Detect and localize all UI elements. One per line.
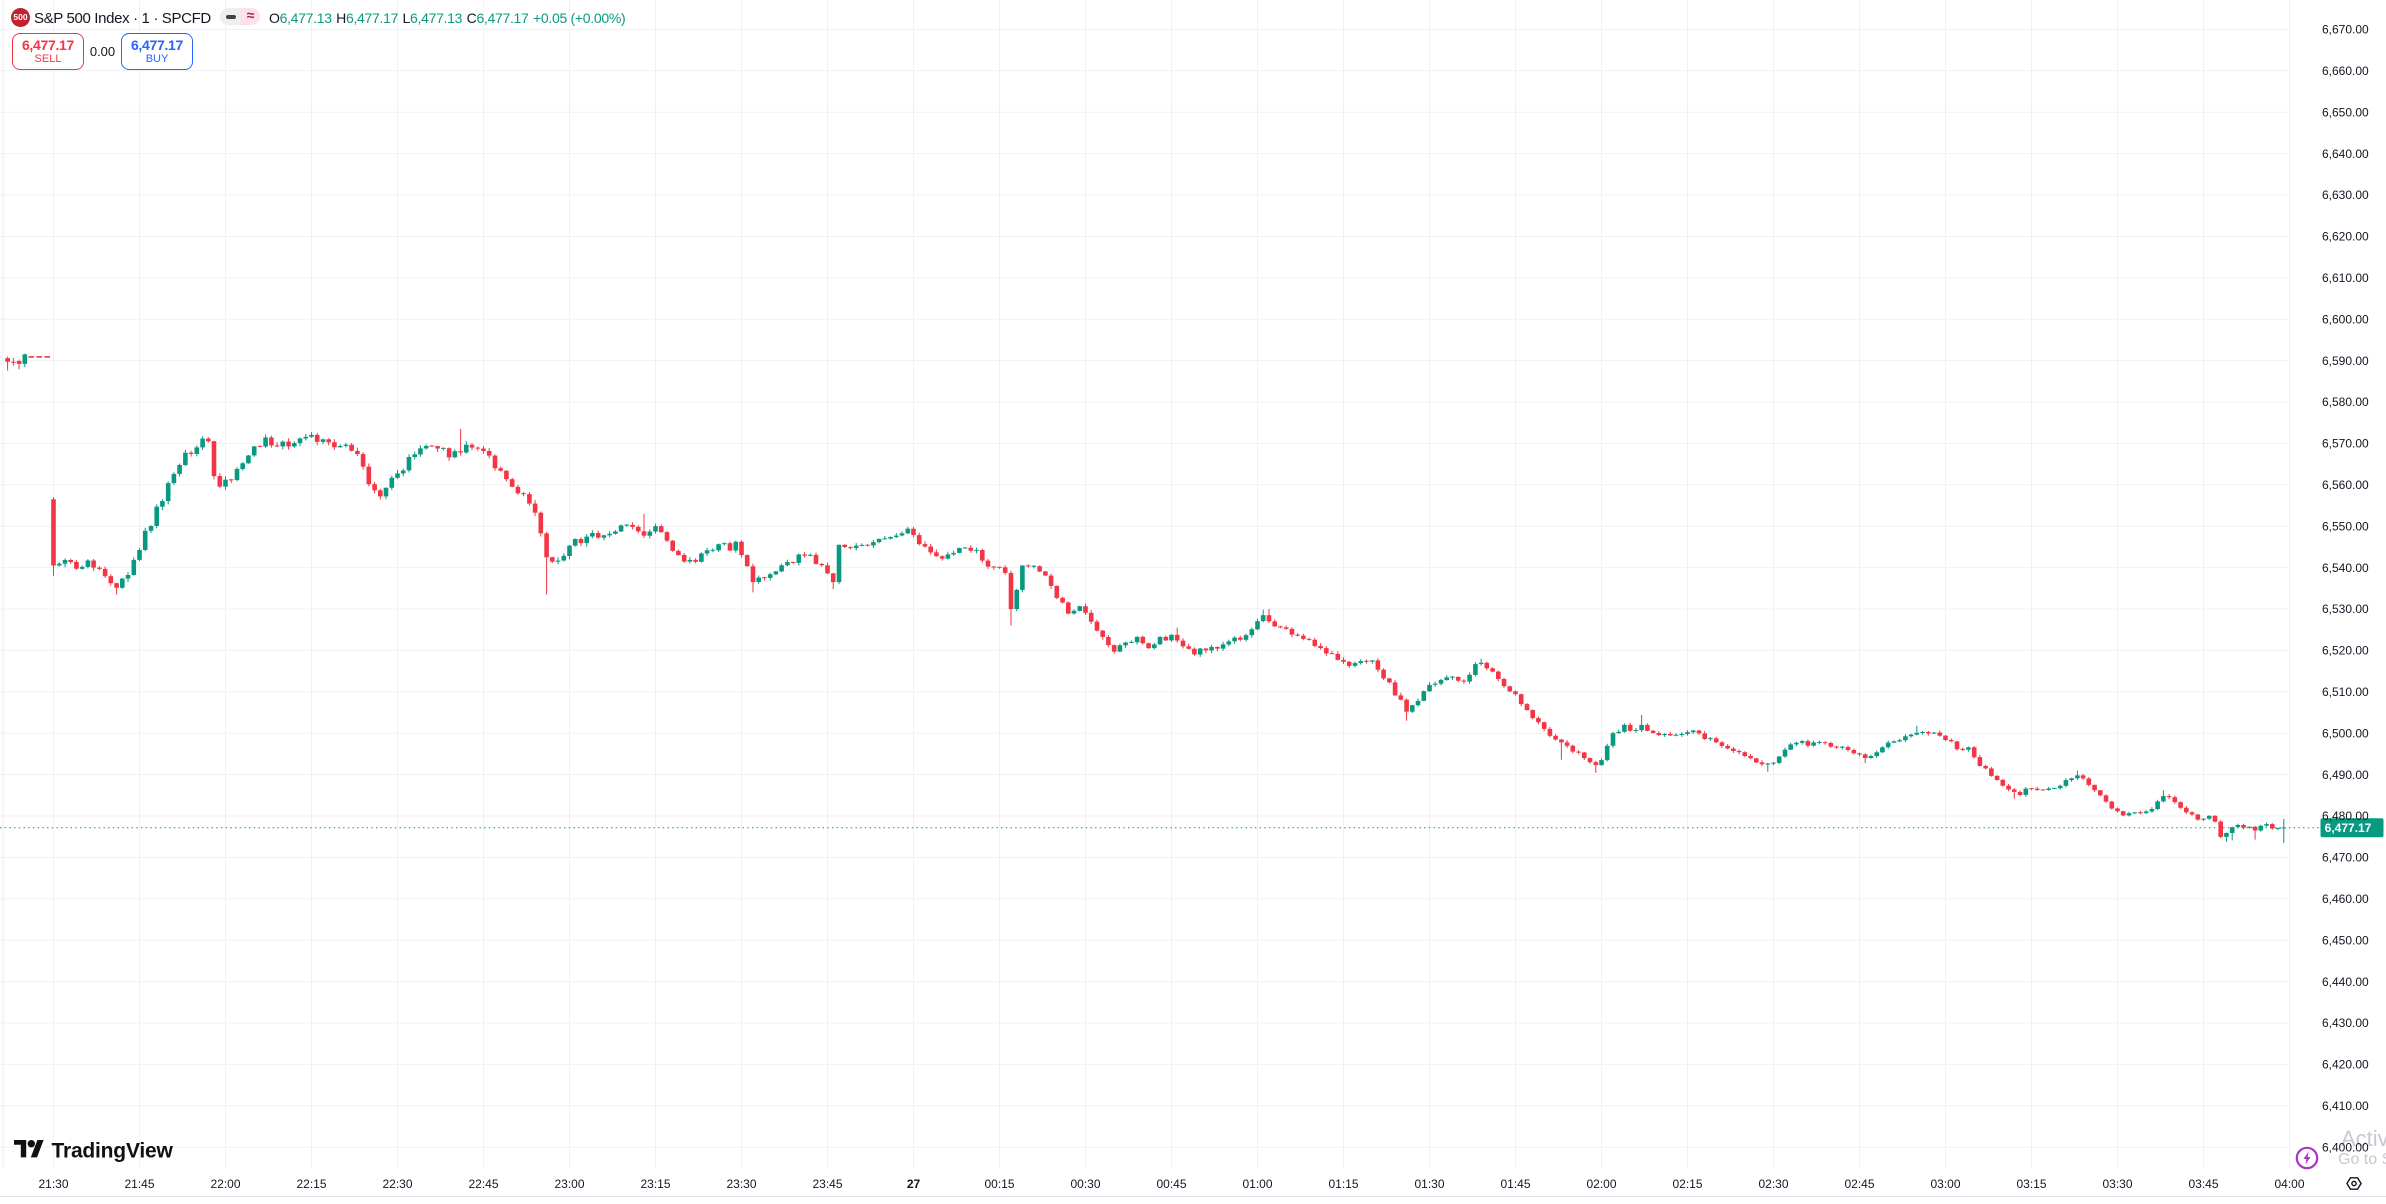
- svg-text:6,550.00: 6,550.00: [2322, 519, 2369, 533]
- svg-text:6,420.00: 6,420.00: [2322, 1058, 2369, 1072]
- svg-text:6,480.00: 6,480.00: [2322, 809, 2369, 823]
- svg-text:6,520.00: 6,520.00: [2322, 644, 2369, 658]
- svg-text:6,460.00: 6,460.00: [2322, 892, 2369, 906]
- svg-text:21:30: 21:30: [38, 1177, 68, 1191]
- svg-text:03:00: 03:00: [1930, 1177, 1960, 1191]
- svg-text:01:45: 01:45: [1500, 1177, 1530, 1191]
- svg-text:6,430.00: 6,430.00: [2322, 1016, 2369, 1030]
- svg-text:6,450.00: 6,450.00: [2322, 933, 2369, 947]
- svg-text:01:00: 01:00: [1242, 1177, 1272, 1191]
- svg-text:6,530.00: 6,530.00: [2322, 602, 2369, 616]
- svg-text:6,570.00: 6,570.00: [2322, 437, 2369, 451]
- svg-text:6,500.00: 6,500.00: [2322, 726, 2369, 740]
- svg-text:6,400.00: 6,400.00: [2322, 1140, 2369, 1154]
- svg-text:23:00: 23:00: [554, 1177, 584, 1191]
- svg-text:6,580.00: 6,580.00: [2322, 395, 2369, 409]
- svg-text:02:30: 02:30: [1758, 1177, 1788, 1191]
- svg-text:6,600.00: 6,600.00: [2322, 312, 2369, 326]
- svg-text:6,540.00: 6,540.00: [2322, 561, 2369, 575]
- svg-text:6,510.00: 6,510.00: [2322, 685, 2369, 699]
- svg-text:03:30: 03:30: [2102, 1177, 2132, 1191]
- svg-text:22:15: 22:15: [296, 1177, 326, 1191]
- svg-text:23:45: 23:45: [812, 1177, 842, 1191]
- svg-text:TradingView: TradingView: [52, 1140, 174, 1162]
- svg-text:6,610.00: 6,610.00: [2322, 271, 2369, 285]
- svg-text:03:45: 03:45: [2188, 1177, 2218, 1191]
- svg-text:6,590.00: 6,590.00: [2322, 354, 2369, 368]
- svg-text:6,470.00: 6,470.00: [2322, 851, 2369, 865]
- svg-text:21:45: 21:45: [124, 1177, 154, 1191]
- svg-text:6,490.00: 6,490.00: [2322, 768, 2369, 782]
- svg-text:6,620.00: 6,620.00: [2322, 230, 2369, 244]
- svg-text:02:00: 02:00: [1586, 1177, 1616, 1191]
- svg-text:27: 27: [907, 1177, 921, 1191]
- svg-text:23:15: 23:15: [640, 1177, 670, 1191]
- svg-text:01:30: 01:30: [1414, 1177, 1444, 1191]
- svg-text:03:15: 03:15: [2016, 1177, 2046, 1191]
- svg-text:02:15: 02:15: [1672, 1177, 1702, 1191]
- svg-text:6,410.00: 6,410.00: [2322, 1099, 2369, 1113]
- svg-text:6,560.00: 6,560.00: [2322, 478, 2369, 492]
- svg-text:23:30: 23:30: [726, 1177, 756, 1191]
- svg-text:Activa: Activa: [2341, 1126, 2386, 1151]
- svg-text:6,650.00: 6,650.00: [2322, 105, 2369, 119]
- svg-text:6,640.00: 6,640.00: [2322, 147, 2369, 161]
- svg-text:22:00: 22:00: [210, 1177, 240, 1191]
- svg-text:6,660.00: 6,660.00: [2322, 64, 2369, 78]
- svg-text:6,630.00: 6,630.00: [2322, 188, 2369, 202]
- svg-text:Go to S: Go to S: [2338, 1151, 2386, 1168]
- svg-text:01:15: 01:15: [1328, 1177, 1358, 1191]
- svg-text:00:30: 00:30: [1070, 1177, 1100, 1191]
- svg-text:22:45: 22:45: [468, 1177, 498, 1191]
- svg-text:6,440.00: 6,440.00: [2322, 975, 2369, 989]
- svg-text:02:45: 02:45: [1844, 1177, 1874, 1191]
- svg-text:6,670.00: 6,670.00: [2322, 23, 2369, 37]
- svg-text:00:15: 00:15: [984, 1177, 1014, 1191]
- svg-text:22:30: 22:30: [382, 1177, 412, 1191]
- svg-text:00:45: 00:45: [1156, 1177, 1186, 1191]
- svg-text:04:00: 04:00: [2274, 1177, 2304, 1191]
- svg-text:6,477.17: 6,477.17: [2325, 821, 2372, 835]
